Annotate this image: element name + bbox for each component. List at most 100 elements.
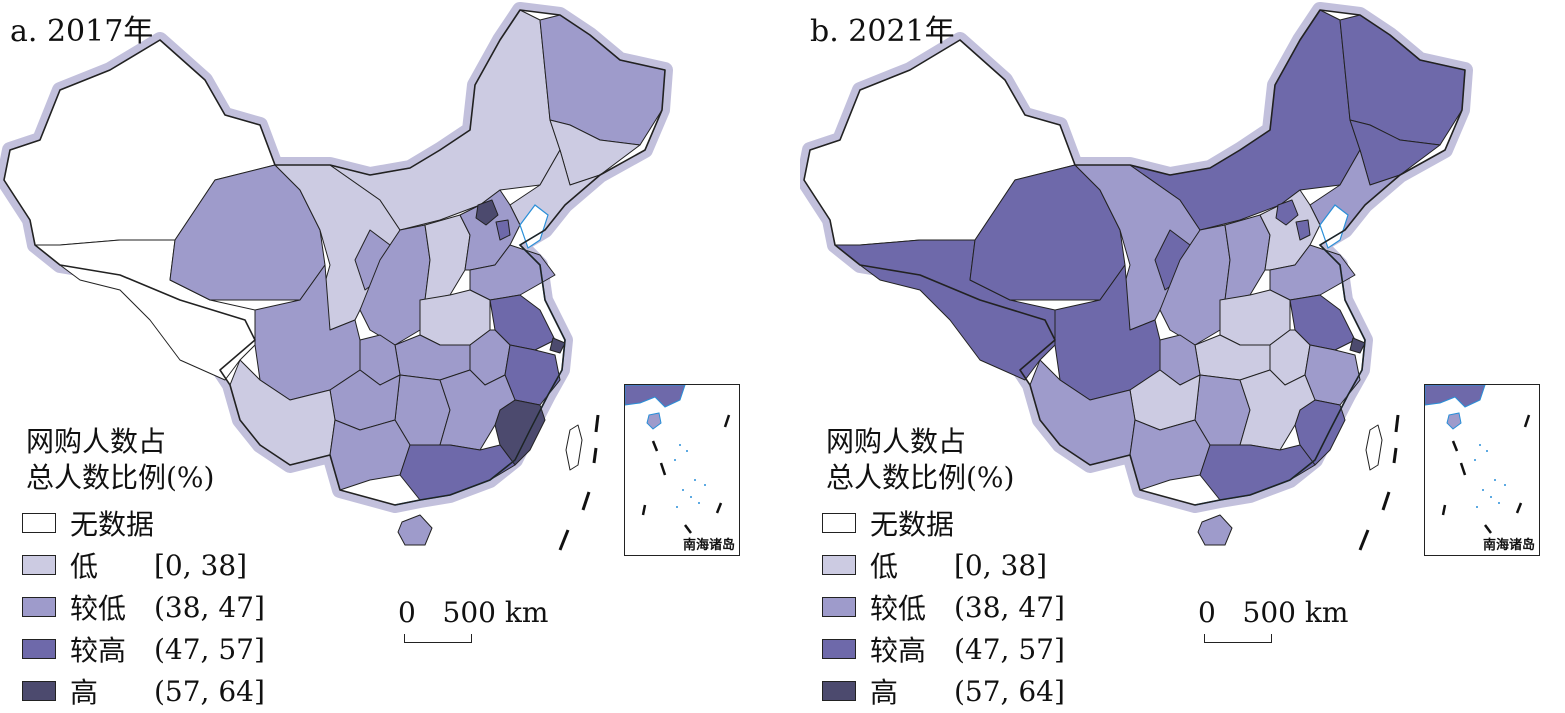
legend-range: (38, 47] bbox=[154, 590, 265, 624]
legend-item-none: 无数据 bbox=[22, 506, 155, 541]
province-fujian bbox=[494, 399, 546, 466]
inset-mainland bbox=[1424, 384, 1486, 408]
legend-range: (57, 64] bbox=[154, 674, 265, 708]
inset-island-7 bbox=[1498, 502, 1500, 504]
inset-island-4 bbox=[1494, 479, 1496, 481]
legend-item-none: 无数据 bbox=[822, 506, 955, 541]
province-guangdong bbox=[399, 444, 516, 501]
inset-dash-2 bbox=[1459, 462, 1467, 476]
inset-island-8 bbox=[676, 506, 678, 508]
province-henan bbox=[419, 289, 491, 346]
legend-range: (38, 47] bbox=[954, 590, 1065, 624]
legend-label: 高 bbox=[870, 676, 899, 709]
legend-label: 低 bbox=[70, 550, 99, 583]
inset-island-6 bbox=[690, 496, 692, 498]
dash-line-segment-4 bbox=[558, 529, 570, 551]
dash-line-segment-1 bbox=[1394, 414, 1400, 433]
legend-swatch bbox=[22, 681, 56, 701]
province-tianjin bbox=[495, 219, 511, 241]
legend-swatch bbox=[822, 681, 856, 701]
china-map-2021 bbox=[800, 2, 1473, 551]
inset-island-1 bbox=[679, 444, 681, 446]
province-henan bbox=[1219, 289, 1291, 346]
province-jiangxi bbox=[1239, 369, 1316, 451]
legend-swatch bbox=[22, 555, 56, 575]
legend-title: 网购人数占 总人数比例(%) bbox=[26, 425, 215, 494]
legend-range: [0, 38] bbox=[954, 548, 1048, 582]
dash-line-segment-2 bbox=[592, 447, 598, 464]
legend-swatch bbox=[822, 639, 856, 659]
province-tianjin bbox=[1295, 219, 1311, 241]
scale-bar: 0 500 km bbox=[1198, 596, 1358, 646]
country-outline bbox=[803, 9, 1466, 506]
inset-island-5 bbox=[682, 489, 684, 491]
map-panel-2021: b. 2021年 网购人数占 总人数比例(%) 无数据低 [0, 38] 较低 (38… bbox=[800, 0, 1565, 713]
inset-island-7 bbox=[698, 502, 700, 504]
inset-island-9 bbox=[704, 484, 706, 486]
inset-dash-6 bbox=[723, 414, 731, 428]
province-shanghai bbox=[1349, 337, 1366, 354]
province-tibet bbox=[834, 239, 1061, 381]
inset-island-5 bbox=[1482, 489, 1484, 491]
province-jiangxi bbox=[439, 369, 516, 451]
country-outline bbox=[3, 9, 666, 506]
inset-label: 南海诸岛 bbox=[682, 538, 735, 553]
inset-dash-4 bbox=[1484, 524, 1492, 534]
legend-swatch bbox=[22, 639, 56, 659]
province-qinghai bbox=[169, 164, 326, 301]
legend-swatch bbox=[22, 513, 56, 533]
inset-hainan bbox=[1446, 412, 1462, 430]
inset-dash-1 bbox=[651, 440, 659, 452]
inset-island-2 bbox=[1486, 450, 1488, 452]
legend-item-mid-low: 较低 (38, 47] bbox=[22, 590, 265, 625]
dash-line-segment-3 bbox=[581, 491, 591, 511]
panel-title: b. 2021年 bbox=[810, 14, 955, 49]
dash-line-segment-4 bbox=[1358, 529, 1370, 551]
province-guangdong bbox=[1199, 444, 1316, 501]
province-hainan bbox=[397, 514, 433, 546]
legend-label: 较高 bbox=[70, 634, 127, 667]
legend-swatch bbox=[822, 597, 856, 617]
province-beijing bbox=[1275, 199, 1299, 226]
province-shanghai bbox=[549, 337, 566, 354]
legend-swatch bbox=[822, 513, 856, 533]
province-taiwan bbox=[565, 424, 583, 471]
legend-label: 无数据 bbox=[70, 508, 155, 541]
legend-item-mid-high: 较高 (47, 57] bbox=[22, 632, 265, 667]
inset-label: 南海诸岛 bbox=[1482, 538, 1535, 553]
legend-swatch bbox=[22, 597, 56, 617]
inset-island-6 bbox=[1490, 496, 1492, 498]
bohai-sea bbox=[1319, 204, 1349, 249]
legend-range: [0, 38] bbox=[154, 548, 248, 582]
south-china-sea-inset: 南海诸岛 bbox=[1424, 384, 1540, 556]
province-sichuan bbox=[254, 264, 361, 401]
legend-label: 较高 bbox=[870, 634, 927, 667]
inset-dash-6 bbox=[1523, 414, 1531, 428]
legend-label: 无数据 bbox=[870, 508, 955, 541]
china-map-2017 bbox=[0, 2, 673, 551]
province-beijing bbox=[475, 199, 499, 226]
inset-dash-5 bbox=[715, 502, 723, 514]
province-hainan bbox=[1197, 514, 1233, 546]
inset-island-8 bbox=[1476, 506, 1478, 508]
scale-bar: 0 500 km bbox=[398, 596, 558, 646]
inset-dash-2 bbox=[659, 462, 667, 476]
province-taiwan bbox=[1365, 424, 1383, 471]
legend-item-mid-high: 较高 (47, 57] bbox=[822, 632, 1065, 667]
inset-dash-3 bbox=[641, 504, 647, 516]
panel-title: a. 2017年 bbox=[10, 14, 154, 49]
inset-dash-5 bbox=[1515, 502, 1523, 514]
legend-item-low: 低 [0, 38] bbox=[22, 548, 248, 583]
bohai-sea bbox=[519, 204, 549, 249]
legend-item-high: 高 (57, 64] bbox=[822, 674, 1065, 709]
legend-title: 网购人数占 总人数比例(%) bbox=[826, 425, 1015, 494]
legend-range: (47, 57] bbox=[154, 632, 265, 666]
inset-dash-1 bbox=[1451, 440, 1459, 452]
inset-island-1 bbox=[1479, 444, 1481, 446]
dash-line-segment-2 bbox=[1392, 447, 1398, 464]
dash-line-segment-3 bbox=[1381, 491, 1391, 511]
legend-label: 较低 bbox=[870, 592, 927, 625]
province-tibet bbox=[34, 239, 261, 381]
legend-label: 高 bbox=[70, 676, 99, 709]
legend-item-mid-low: 较低 (38, 47] bbox=[822, 590, 1065, 625]
